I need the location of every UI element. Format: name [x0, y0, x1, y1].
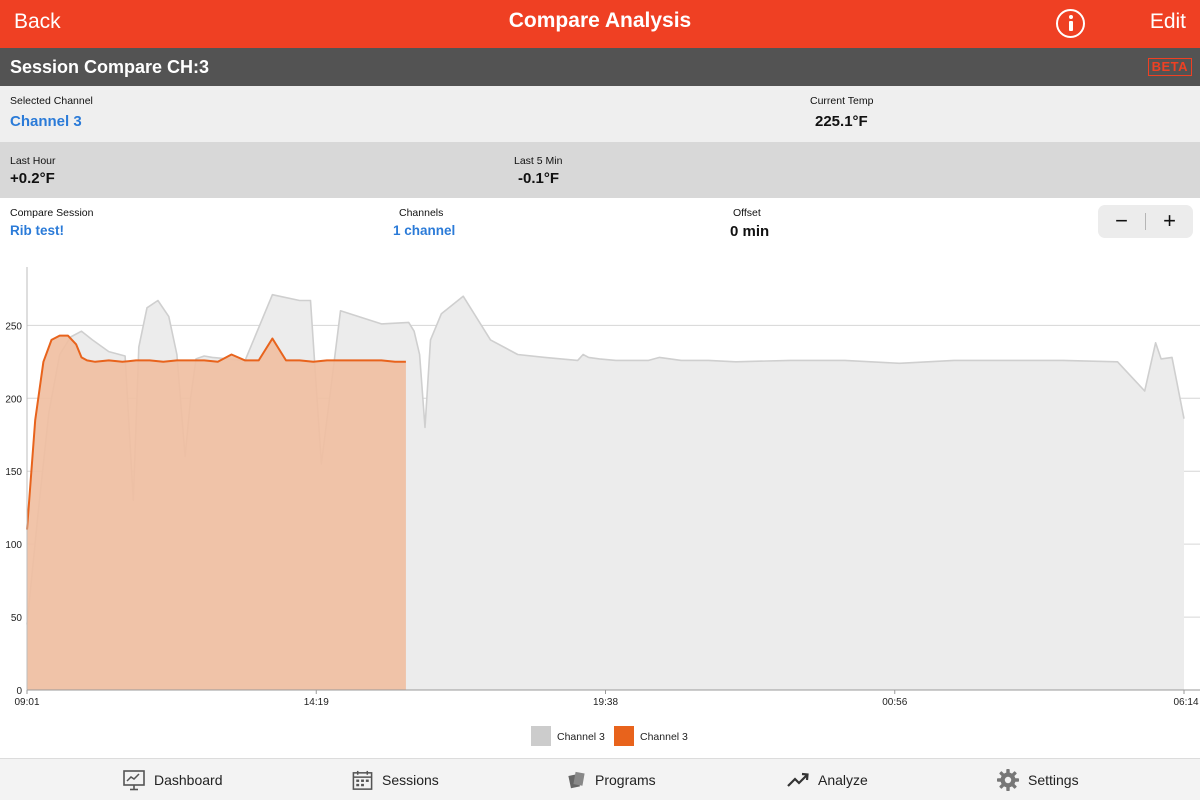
- last-5-min-value: -0.1°F: [518, 170, 560, 187]
- tab-sessions-label: Sessions: [382, 772, 439, 788]
- channels-label: Channels: [399, 207, 444, 219]
- edit-button[interactable]: Edit: [1149, 10, 1186, 33]
- y-tick-label: 200: [5, 394, 22, 405]
- legend-label[interactable]: Channel 3: [640, 731, 688, 743]
- tab-programs-label: Programs: [595, 772, 656, 788]
- stepper-divider: [1145, 213, 1146, 230]
- y-tick-label: 0: [16, 686, 22, 697]
- chart-legend[interactable]: Channel 3 Channel 3: [531, 726, 688, 746]
- chart-series: [26, 293, 1185, 690]
- page-title: Compare Analysis: [508, 9, 692, 32]
- tab-sessions[interactable]: Sessions: [351, 759, 439, 800]
- x-tick-label: 19:38: [593, 697, 618, 708]
- series-line-1: [26, 293, 1185, 625]
- channels-link[interactable]: 1 channel: [393, 223, 456, 238]
- x-tick-label: 00:56: [882, 697, 907, 708]
- offset-value: 0 min: [730, 223, 770, 240]
- compare-row: Compare Session Rib test! Channels 1 cha…: [0, 198, 1200, 250]
- info-icon[interactable]: [1056, 9, 1085, 38]
- tab-analyze-label: Analyze: [818, 772, 868, 788]
- info-icon-dot: [1068, 15, 1073, 19]
- y-tick-label: 150: [5, 467, 22, 478]
- beta-badge: BETA: [1147, 58, 1192, 76]
- last-hour-value: +0.2°F: [10, 170, 55, 187]
- chart-svg: 0 50 100 150 200 250 09:01 14:19 19:38 00:56 06:14…: [5, 267, 1200, 746]
- dashboard-icon: [123, 770, 145, 791]
- tab-programs[interactable]: Programs: [567, 759, 656, 800]
- top-bar: Back Compare Analysis Edit: [0, 0, 1200, 48]
- last-hour-label: Last Hour: [10, 155, 56, 167]
- tab-settings-label: Settings: [1028, 772, 1079, 788]
- session-title: Session Compare CH:3: [10, 57, 210, 77]
- session-header: Session Compare CH:3 BETA: [0, 48, 1200, 86]
- back-button[interactable]: Back: [14, 10, 61, 33]
- programs-icon: [568, 771, 585, 789]
- chart-axes: 0 50 100 150 200 250 09:01 14:19 19:38 00:56 06:14: [5, 267, 1200, 708]
- current-temp-label: Current Temp: [810, 95, 874, 107]
- y-tick-label: 100: [5, 540, 22, 551]
- tab-dashboard[interactable]: Dashboard: [122, 759, 223, 800]
- offset-stepper: − +: [1098, 205, 1193, 238]
- gear-icon: [997, 769, 1019, 791]
- trend-icon: [787, 772, 809, 787]
- calendar-icon: [352, 770, 373, 790]
- offset-increase-button[interactable]: +: [1163, 208, 1176, 233]
- legend-swatch: [614, 726, 634, 746]
- last-5-min-label: Last 5 Min: [514, 155, 563, 167]
- series-line-2: [26, 334, 406, 530]
- compare-session-link[interactable]: Rib test!: [10, 223, 64, 238]
- bottom-tab-bar: Dashboard Sessions Programs: [0, 758, 1200, 800]
- offset-label: Offset: [733, 207, 761, 219]
- current-temp-value: 225.1°F: [815, 113, 868, 130]
- selected-channel-label: Selected Channel: [10, 95, 93, 107]
- x-tick-label: 14:19: [304, 697, 329, 708]
- offset-decrease-button[interactable]: −: [1115, 208, 1128, 233]
- tab-settings[interactable]: Settings: [996, 759, 1079, 800]
- tab-analyze[interactable]: Analyze: [786, 759, 868, 800]
- channel-row: Selected Channel Channel 3 Current Temp …: [0, 86, 1200, 142]
- temperature-chart[interactable]: 0 50 100 150 200 250 09:01 14:19 19:38 00:56 06:14…: [0, 250, 1200, 750]
- tab-dashboard-label: Dashboard: [154, 772, 223, 788]
- series-area-2: [27, 335, 406, 690]
- x-tick-label: 09:01: [14, 697, 39, 708]
- selected-channel-link[interactable]: Channel 3: [10, 113, 82, 130]
- x-tick-label: 06:14: [1173, 697, 1198, 708]
- compare-session-label: Compare Session: [10, 207, 94, 219]
- info-icon-stem: [1068, 21, 1073, 31]
- y-tick-label: 250: [5, 321, 22, 332]
- change-row: Last Hour +0.2°F Last 5 Min -0.1°F: [0, 142, 1200, 198]
- y-tick-label: 50: [11, 613, 23, 624]
- legend-label[interactable]: Channel 3: [557, 731, 605, 743]
- legend-swatch: [531, 726, 551, 746]
